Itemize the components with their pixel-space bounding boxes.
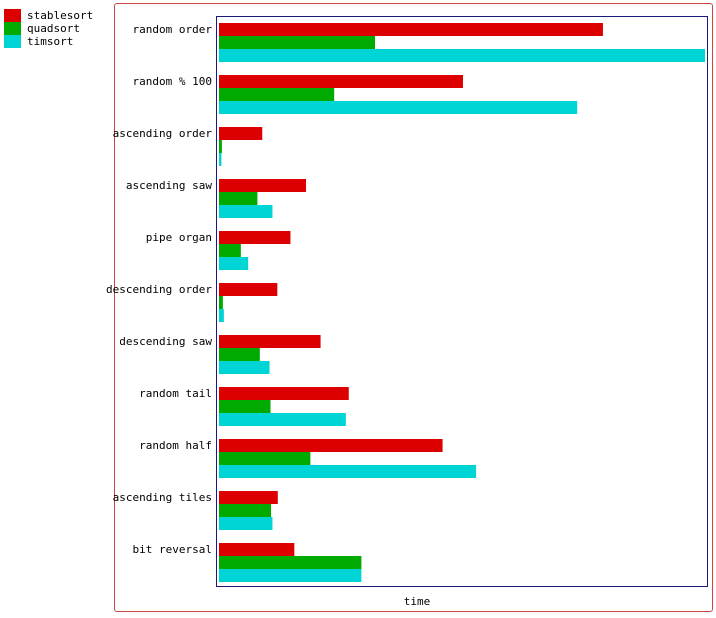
- category-label: random order: [133, 23, 213, 36]
- bar-quadsort: [219, 504, 272, 517]
- bar-timsort: [219, 361, 270, 374]
- bar-timsort: [219, 49, 705, 62]
- bar-stablesort: [219, 127, 263, 140]
- bar-quadsort: [219, 244, 241, 257]
- legend-item: quadsort: [4, 22, 93, 35]
- category-label: descending order: [106, 283, 212, 296]
- category-label: random half: [139, 439, 212, 452]
- category-label: pipe organ: [146, 231, 212, 244]
- chart-frame: [114, 3, 713, 612]
- bar-stablesort: [219, 387, 349, 400]
- bar-stablesort: [219, 179, 306, 192]
- legend-label: timsort: [27, 35, 74, 48]
- legend-swatch: [4, 35, 21, 48]
- bar-timsort: [219, 413, 346, 426]
- bar-stablesort: [219, 283, 278, 296]
- legend-swatch: [4, 9, 21, 22]
- category-label: random tail: [139, 387, 212, 400]
- legend: stablesort quadsort timsort: [4, 9, 93, 48]
- bar-stablesort: [219, 75, 463, 88]
- bar-quadsort: [219, 140, 222, 153]
- legend-label: quadsort: [27, 22, 80, 35]
- legend-swatch: [4, 22, 21, 35]
- legend-item: timsort: [4, 35, 93, 48]
- legend-item: stablesort: [4, 9, 93, 22]
- bar-timsort: [219, 101, 578, 114]
- category-label: ascending tiles: [113, 491, 212, 504]
- bar-quadsort: [219, 192, 258, 205]
- bar-stablesort: [219, 543, 295, 556]
- bar-stablesort: [219, 491, 278, 504]
- bar-quadsort: [219, 348, 260, 361]
- bar-timsort: [219, 517, 273, 530]
- bar-quadsort: [219, 556, 362, 569]
- bar-timsort: [219, 205, 273, 218]
- bar-quadsort: [219, 452, 311, 465]
- bar-stablesort: [219, 231, 291, 244]
- category-label: ascending saw: [126, 179, 212, 192]
- legend-label: stablesort: [27, 9, 94, 22]
- bar-timsort: [219, 257, 249, 270]
- bar-stablesort: [219, 439, 443, 452]
- category-label: descending saw: [119, 335, 212, 348]
- bar-quadsort: [219, 36, 376, 49]
- x-axis-label: time: [404, 595, 431, 608]
- bar-quadsort: [219, 296, 223, 309]
- category-label: bit reversal: [133, 543, 212, 556]
- bar-stablesort: [219, 23, 603, 36]
- bar-timsort: [219, 309, 224, 322]
- bar-quadsort: [219, 400, 271, 413]
- plot-area: [216, 16, 708, 587]
- category-label: ascending order: [113, 127, 213, 140]
- bar-timsort: [219, 465, 477, 478]
- bar-stablesort: [219, 335, 321, 348]
- category-label: random % 100: [133, 75, 212, 88]
- bar-timsort: [219, 153, 222, 166]
- bar-quadsort: [219, 88, 335, 101]
- bar-timsort: [219, 569, 362, 582]
